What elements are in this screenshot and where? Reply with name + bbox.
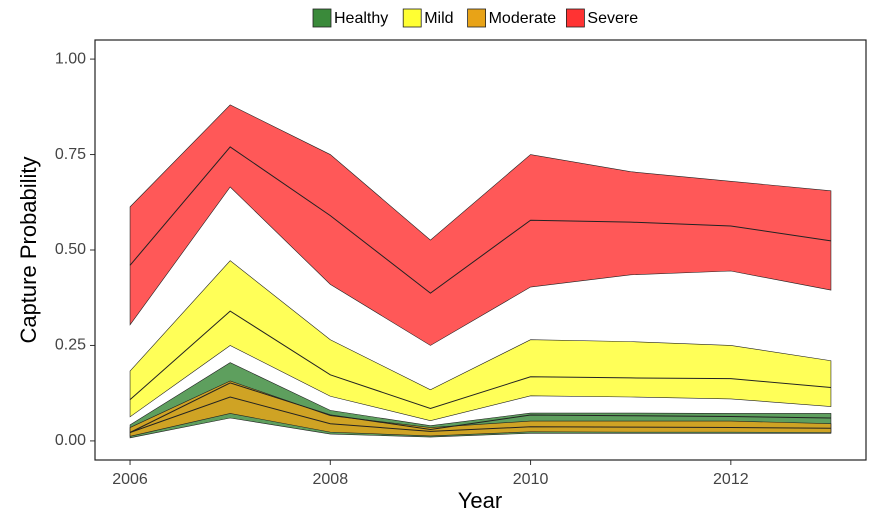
x-tick-label: 2006	[112, 471, 148, 488]
x-tick-label: 2008	[313, 471, 349, 488]
legend-label: Moderate	[489, 10, 557, 27]
mean-line	[129, 146, 832, 294]
mean-line	[129, 310, 831, 409]
mean-line	[129, 382, 831, 433]
x-tick-label: 2010	[513, 471, 549, 488]
x-axis-title: Year	[458, 488, 502, 513]
y-tick-label: 0.50	[55, 241, 86, 258]
plot-area	[129, 104, 832, 439]
legend-swatch	[312, 8, 332, 28]
legend-label: Severe	[587, 10, 638, 27]
plot-border	[94, 39, 867, 461]
y-tick-label: 1.00	[55, 50, 86, 67]
x-tick-label: 2012	[713, 471, 749, 488]
legend-label: Mild	[424, 10, 453, 27]
legend-label: Healthy	[334, 10, 388, 27]
y-tick-label: 0.00	[55, 432, 86, 449]
ribbon	[129, 104, 832, 346]
legend-swatch	[467, 8, 487, 28]
y-tick-label: 0.25	[55, 337, 86, 354]
legend-swatch	[402, 8, 422, 28]
y-tick-label: 0.75	[55, 146, 86, 163]
legend-swatch	[566, 8, 585, 28]
ribbon	[129, 380, 832, 437]
mean-line	[129, 396, 831, 433]
ribbon	[129, 260, 832, 421]
y-axis-title: Capture Probability	[16, 156, 41, 343]
